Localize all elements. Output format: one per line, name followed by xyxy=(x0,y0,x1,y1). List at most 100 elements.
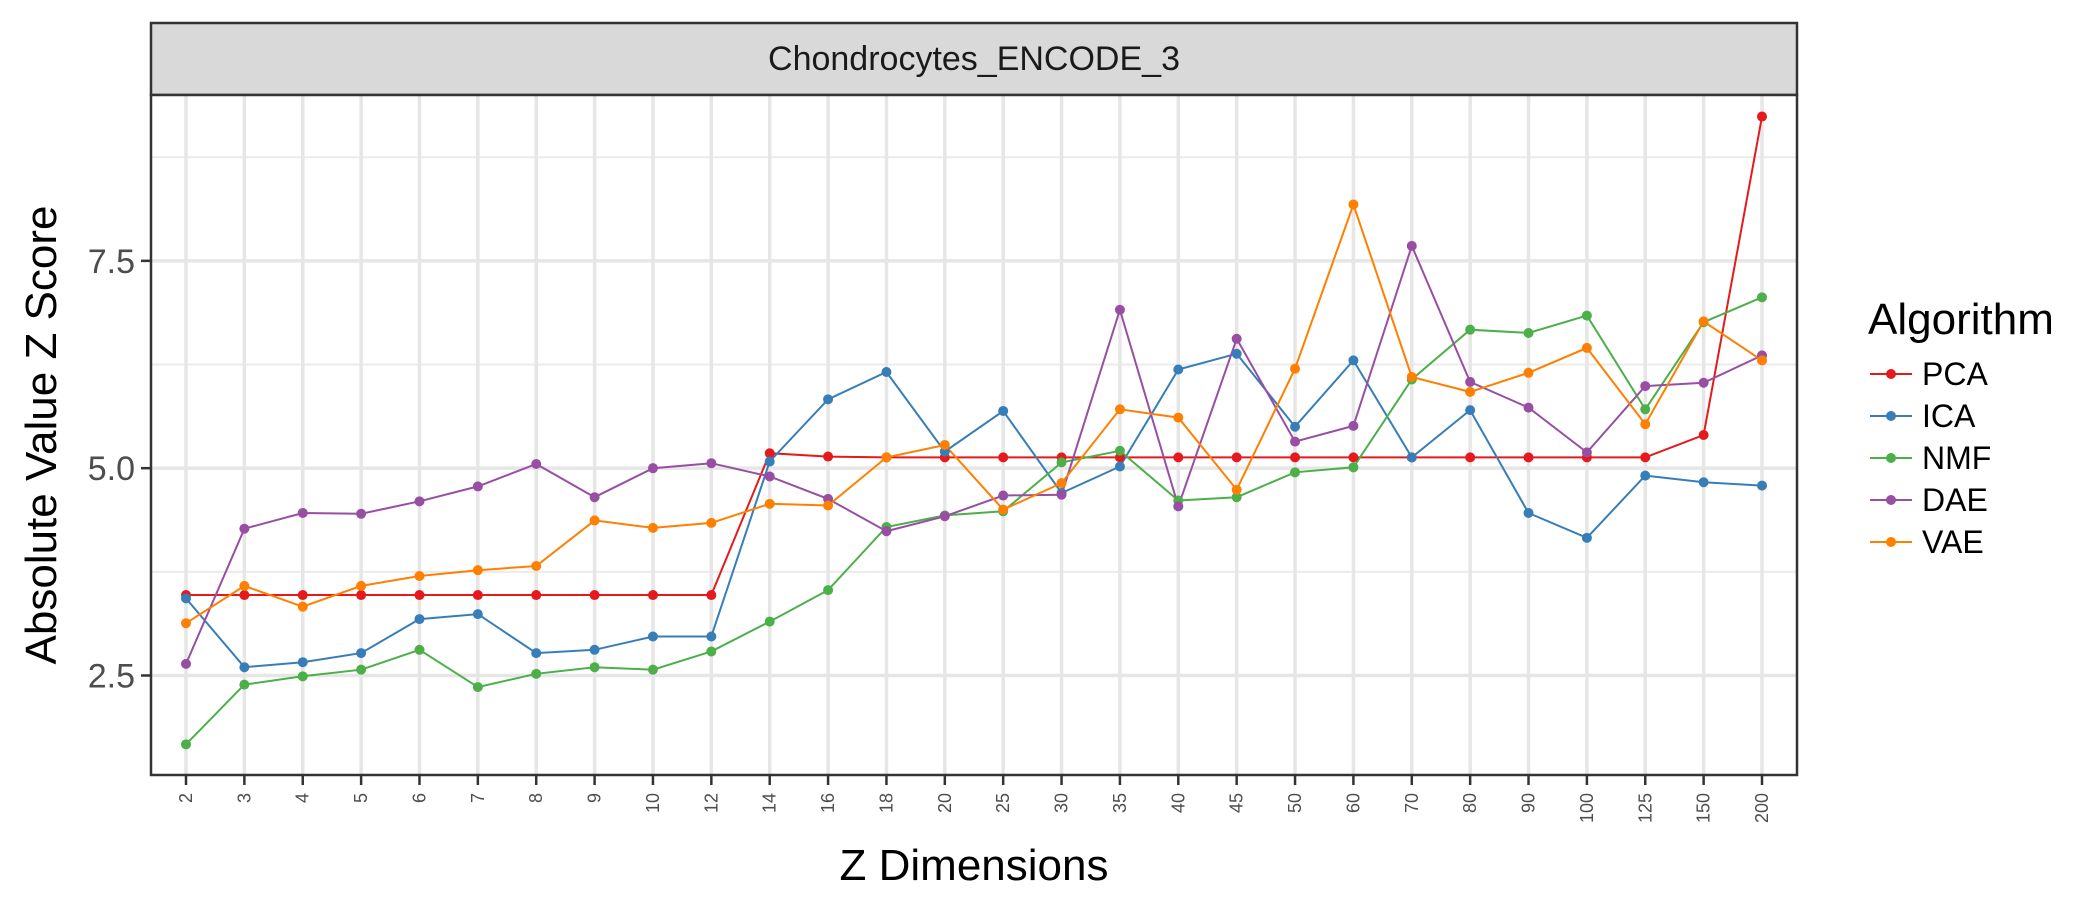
data-point-dae xyxy=(1698,377,1709,388)
data-point-ica xyxy=(1523,507,1534,518)
data-point-vae xyxy=(823,500,834,511)
data-point-pca xyxy=(531,590,542,601)
grid-minor xyxy=(151,156,1797,573)
data-point-nmf xyxy=(1757,292,1767,303)
data-point-pca xyxy=(1348,452,1359,463)
data-point-dae xyxy=(881,526,892,537)
x-axis-title: Z Dimensions xyxy=(840,841,1109,890)
data-point-ica xyxy=(706,631,717,642)
data-point-vae xyxy=(239,580,250,591)
data-point-pca xyxy=(998,452,1009,463)
data-point-dae xyxy=(1581,447,1592,458)
plot-panel xyxy=(151,95,1797,775)
data-point-vae xyxy=(472,565,483,576)
data-point-vae xyxy=(1406,371,1417,382)
data-point-dae xyxy=(1523,402,1534,413)
data-point-pca xyxy=(764,448,775,459)
data-point-ica xyxy=(1757,480,1767,491)
data-point-dae xyxy=(1290,436,1301,447)
data-point-ica xyxy=(823,394,834,405)
data-point-vae xyxy=(1581,342,1592,353)
data-point-dae xyxy=(1406,240,1417,251)
y-axis-title: Absolute Value Z Score xyxy=(17,206,66,665)
data-point-vae xyxy=(531,561,542,572)
data-point-ica xyxy=(1348,355,1359,366)
data-point-nmf xyxy=(1581,310,1592,321)
data-point-dae xyxy=(939,511,950,522)
data-point-nmf xyxy=(414,644,425,655)
data-point-ica xyxy=(1698,477,1709,488)
legend-title: Algorithm xyxy=(1868,295,2054,344)
data-point-vae xyxy=(1348,199,1359,210)
data-point-nmf xyxy=(1465,324,1476,335)
x-tick-label: 14 xyxy=(760,793,780,813)
legend-key-point-pca xyxy=(1886,369,1896,379)
data-point-vae xyxy=(998,504,1009,515)
x-tick-label: 20 xyxy=(935,793,955,813)
y-axis: 2.5 5.0 7.5 xyxy=(88,243,151,695)
data-point-ica xyxy=(1465,405,1476,416)
data-point-pca xyxy=(1640,452,1651,463)
series-line-nmf xyxy=(185,296,1763,745)
data-point-dae xyxy=(764,471,775,482)
data-point-dae xyxy=(239,523,250,534)
data-point-dae xyxy=(531,459,542,470)
x-tick-label: 8 xyxy=(526,793,546,803)
data-point-vae xyxy=(1173,412,1184,423)
data-point-dae xyxy=(589,492,600,503)
data-point-vae xyxy=(647,522,658,533)
x-tick-label: 200 xyxy=(1752,793,1772,823)
data-point-ica xyxy=(356,648,367,659)
x-tick-label: 4 xyxy=(293,793,313,803)
x-tick-label: 50 xyxy=(1285,793,1305,813)
data-point-nmf xyxy=(1231,492,1242,503)
data-point-dae xyxy=(1348,420,1359,431)
data-point-nmf xyxy=(1290,467,1301,478)
data-point-vae xyxy=(1465,386,1476,397)
data-point-pca xyxy=(1173,452,1184,463)
data-point-pca xyxy=(472,590,483,601)
data-point-ica xyxy=(589,644,600,655)
x-tick-label: 6 xyxy=(409,793,429,803)
series-lines xyxy=(185,116,1763,745)
data-point-dae xyxy=(1173,501,1184,512)
data-point-pca xyxy=(239,590,250,601)
series-line-ica xyxy=(185,352,1763,669)
data-point-dae xyxy=(998,490,1009,501)
data-point-pca xyxy=(647,590,658,601)
data-point-vae xyxy=(1290,363,1301,374)
series-line-dae xyxy=(185,243,1763,665)
legend-label-nmf: NMF xyxy=(1922,440,1991,476)
data-point-ica xyxy=(1290,421,1301,432)
data-point-vae xyxy=(589,515,600,526)
data-point-dae xyxy=(1640,381,1651,392)
data-point-pca xyxy=(1757,111,1767,122)
x-tick-label: 90 xyxy=(1519,793,1539,813)
data-point-dae xyxy=(472,481,483,492)
data-point-ica xyxy=(1114,461,1125,472)
x-tick-label: 125 xyxy=(1635,793,1655,823)
data-point-vae xyxy=(1698,316,1709,327)
data-point-vae xyxy=(1114,404,1125,415)
data-point-nmf xyxy=(647,664,658,675)
x-tick-label: 12 xyxy=(701,793,721,813)
data-point-pca xyxy=(297,590,308,601)
y-tick-label: 5.0 xyxy=(88,450,135,488)
data-point-nmf xyxy=(1348,462,1359,473)
data-point-nmf xyxy=(181,739,191,750)
data-point-dae xyxy=(181,658,191,669)
data-point-pca xyxy=(1231,452,1242,463)
data-point-dae xyxy=(706,458,717,469)
data-point-vae xyxy=(881,452,892,463)
data-point-dae xyxy=(1056,489,1067,500)
data-point-vae xyxy=(939,439,950,450)
data-point-ica xyxy=(297,657,308,668)
data-point-ica xyxy=(881,366,892,377)
data-point-ica xyxy=(181,593,191,604)
facet-strip-title: Chondrocytes_ENCODE_3 xyxy=(768,40,1180,78)
data-point-ica xyxy=(414,614,425,625)
data-point-nmf xyxy=(239,679,250,690)
data-point-dae xyxy=(1231,333,1242,344)
data-point-vae xyxy=(1056,478,1067,489)
